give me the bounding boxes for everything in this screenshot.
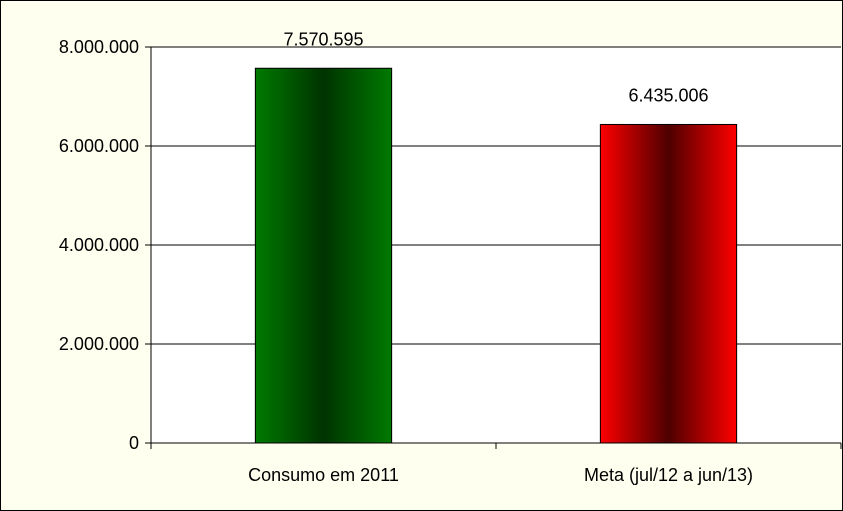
x-category-label: Consumo em 2011 (248, 465, 399, 485)
y-tick-label: 4.000.000 (59, 235, 139, 255)
x-category-label: Meta (jul/12 a jun/13) (584, 465, 753, 485)
bar-value-label: 7.570.595 (283, 29, 363, 49)
bars (254, 67, 738, 444)
bar-value-label: 6.435.006 (628, 85, 708, 105)
bar (254, 67, 393, 444)
y-tick-label: 6.000.000 (59, 136, 139, 156)
labels: 0 2.000.000 4.000.000 6.000.000 8.000.000 7.5… (59, 29, 753, 485)
bar (599, 123, 738, 444)
y-tick-label: 2.000.000 (59, 334, 139, 354)
y-tick-label: 0 (129, 433, 139, 453)
y-tick-label: 8.000.000 (59, 37, 139, 57)
